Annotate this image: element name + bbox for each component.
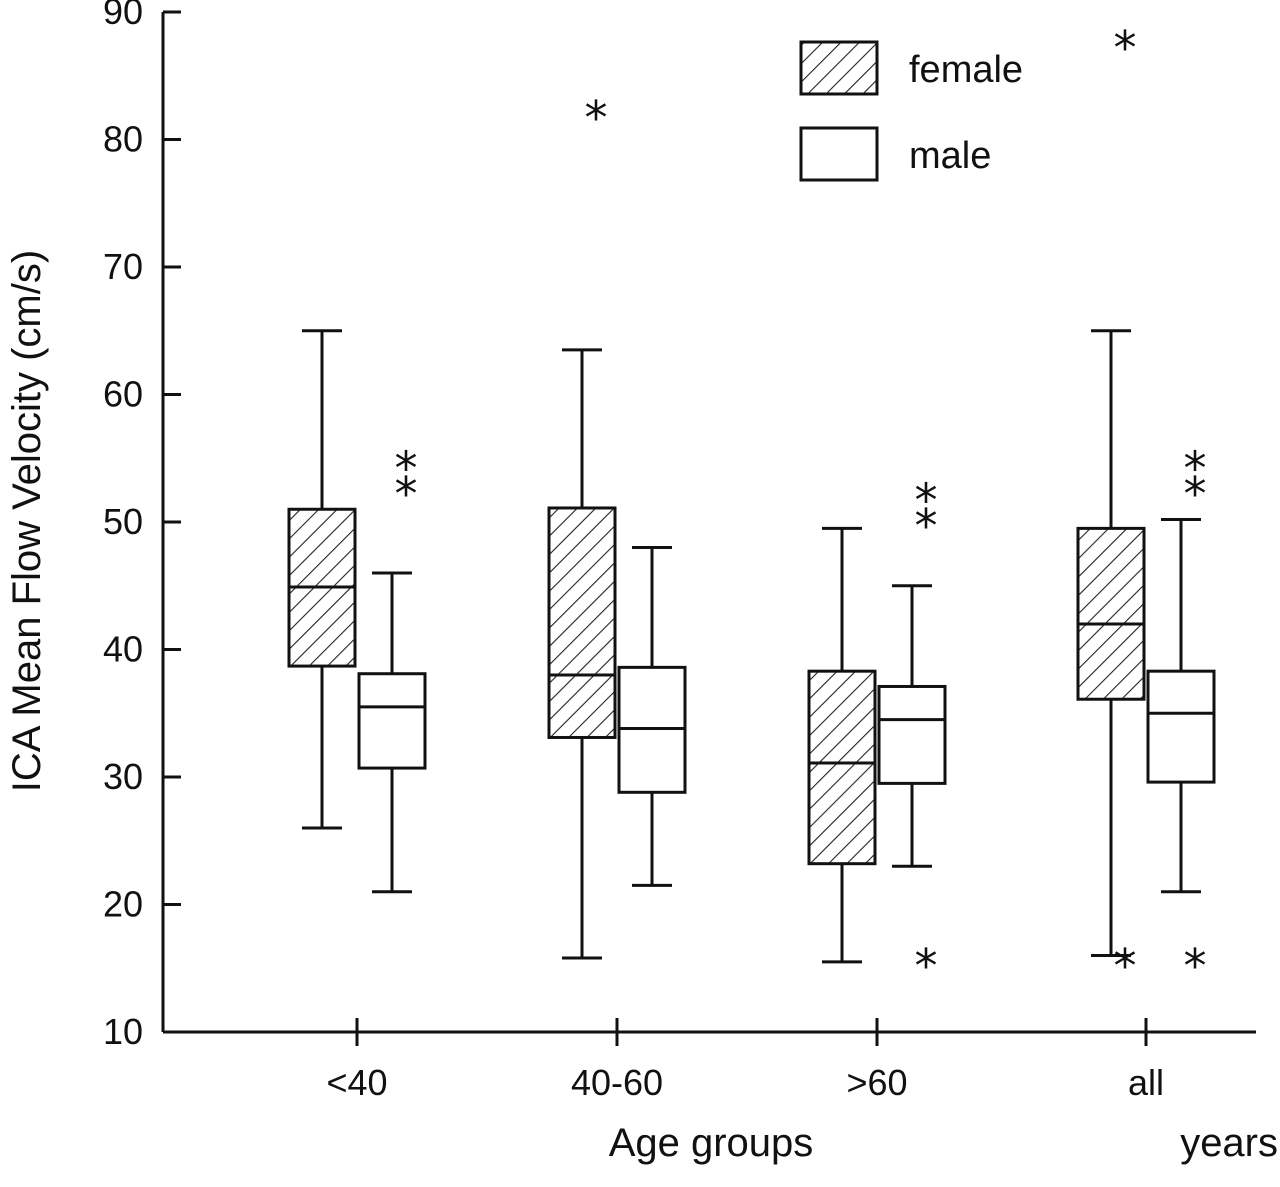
box-iqr: [877, 684, 947, 785]
x-axis-unit-label: years: [1180, 1121, 1278, 1165]
y-tick-label: 30: [103, 756, 143, 797]
y-tick-label: 80: [103, 119, 143, 160]
outlier-marker: *: [1184, 442, 1207, 496]
legend-item-female: female: [799, 40, 1023, 96]
box-female: *: [547, 91, 617, 960]
outlier-marker: *: [395, 442, 418, 496]
y-tick-label: 10: [103, 1011, 143, 1052]
outlier-marker: *: [1114, 21, 1137, 75]
x-tick-label: all: [1128, 1062, 1164, 1103]
box-male: **: [357, 442, 427, 894]
legend-swatch: [799, 40, 879, 96]
box-male: ***: [1146, 442, 1216, 993]
box-iqr: [1076, 526, 1146, 701]
box-iqr: [357, 672, 427, 770]
outlier-marker: *: [1184, 467, 1207, 521]
legend: female male: [799, 40, 1023, 182]
box-iqr: [547, 506, 617, 739]
legend-item-male: male: [799, 126, 991, 182]
outlier-marker: *: [395, 467, 418, 521]
x-tick-label: >60: [846, 1062, 907, 1103]
y-tick-label: 90: [103, 0, 143, 32]
box-female: **: [1076, 21, 1146, 993]
y-tick-label: 70: [103, 246, 143, 287]
box-male: ***: [877, 474, 947, 993]
boxes: ***********: [287, 21, 1216, 993]
box-male: [617, 546, 687, 887]
box-iqr: [1146, 669, 1216, 784]
outlier-marker: *: [915, 474, 938, 528]
outlier-marker: *: [915, 499, 938, 553]
y-tick-label: 60: [103, 374, 143, 415]
y-tick-label: 20: [103, 884, 143, 925]
legend-label: male: [909, 135, 991, 177]
x-axis-label: Age groups: [609, 1121, 814, 1165]
y-tick-label: 50: [103, 501, 143, 542]
y-tick-label: 40: [103, 629, 143, 670]
x-tick-label: <40: [326, 1062, 387, 1103]
box-female: [287, 329, 357, 830]
outlier-marker: *: [585, 91, 608, 145]
box-iqr: [807, 669, 877, 866]
legend-label: female: [909, 49, 1023, 91]
outlier-marker: *: [1184, 939, 1207, 993]
axes: 10 20 30 40 50 60 70 80 90 <40 40-60 >60 all: [103, 0, 1256, 1103]
legend-swatch: [799, 126, 879, 182]
box-female: [807, 526, 877, 964]
y-axis-label: ICA Mean Flow Velocity (cm/s): [5, 250, 49, 792]
outlier-marker: *: [915, 939, 938, 993]
outlier-marker: *: [1114, 939, 1137, 993]
x-tick-label: 40-60: [571, 1062, 663, 1103]
